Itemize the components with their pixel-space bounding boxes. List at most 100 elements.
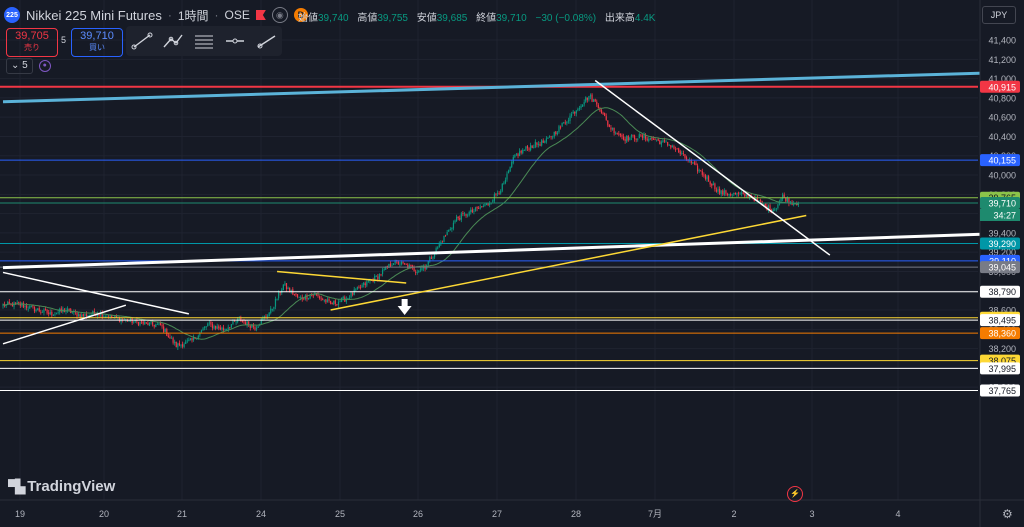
candle [578, 108, 581, 110]
candle [207, 323, 209, 327]
price-label: 37,995 [988, 364, 1016, 374]
candle [98, 313, 100, 316]
eye-icon[interactable]: ◉ [271, 7, 288, 23]
candle [145, 322, 147, 324]
candle [704, 175, 707, 179]
candle [772, 209, 774, 212]
candle [607, 120, 609, 126]
candle [528, 148, 530, 150]
candle [385, 266, 387, 270]
currency-selector[interactable]: JPY [982, 6, 1016, 24]
horizontal-line-tool-icon[interactable] [223, 31, 247, 51]
trend-line-tool-icon[interactable] [130, 31, 154, 51]
open-value: 39,740 [318, 13, 349, 24]
candle [359, 287, 362, 289]
candle [785, 197, 787, 202]
candle [627, 136, 629, 141]
candle [221, 327, 223, 330]
candle [254, 327, 256, 330]
candle [177, 343, 179, 348]
candle [545, 138, 547, 142]
candle [323, 299, 325, 301]
candle [660, 141, 662, 145]
candle [341, 297, 343, 302]
candle [227, 327, 229, 330]
candle [722, 190, 724, 195]
candle [378, 273, 381, 279]
candle [572, 111, 574, 114]
candle [238, 317, 240, 319]
candle [235, 321, 237, 323]
candle [180, 344, 182, 346]
yellow-rising-support-line [330, 214, 807, 311]
candle [290, 289, 292, 293]
candle [708, 176, 710, 182]
candle [577, 108, 579, 111]
candle [35, 309, 37, 312]
candle [169, 336, 171, 338]
candle [701, 171, 703, 175]
price-label: 37,765 [988, 386, 1016, 396]
candle [150, 321, 152, 323]
candle [580, 106, 582, 109]
candle [501, 183, 503, 191]
indicator-row: ⌄ 5 ● [6, 58, 51, 74]
x-tick-label: 20 [99, 509, 109, 519]
price-label-box [980, 80, 1020, 93]
candle [700, 170, 702, 172]
interval-label[interactable]: 1時間 [177, 8, 209, 23]
candle [115, 315, 117, 318]
candle [533, 147, 535, 148]
candle [437, 247, 439, 249]
candle [252, 325, 255, 328]
candle [24, 305, 26, 307]
candle [49, 312, 51, 315]
candle [635, 138, 637, 140]
candle [175, 341, 177, 348]
candle [66, 308, 69, 311]
ray-tool-icon[interactable] [254, 31, 278, 51]
candle [427, 261, 429, 265]
symbol-logo: 225 [4, 7, 20, 23]
indicator-collapse-button[interactable]: ⌄ 5 [6, 58, 33, 74]
x-tick-label: 19 [15, 509, 25, 519]
candle [364, 283, 366, 286]
flag-icon[interactable] [255, 10, 266, 20]
candle [487, 203, 489, 206]
candle [345, 298, 347, 302]
high-value: 39,755 [377, 13, 408, 24]
candle [678, 148, 680, 152]
candle [555, 131, 557, 135]
symbol-header: 225 Nikkei 225 Mini Futures · 1時間 · OSE … [4, 6, 308, 24]
lightning-icon[interactable]: ⚡ [787, 486, 803, 502]
candle [726, 193, 729, 195]
candle [498, 193, 500, 194]
candle [616, 132, 618, 134]
d-badge[interactable]: D [293, 8, 308, 22]
gear-icon[interactable]: ⚙ [1002, 507, 1013, 521]
fib-levels-tool-icon[interactable] [192, 31, 216, 51]
indicator-settings-icon[interactable]: ● [38, 60, 51, 72]
candle [783, 194, 785, 198]
candle [339, 301, 341, 303]
buy-button[interactable]: 39,710 買い [71, 28, 123, 57]
candle [782, 194, 784, 199]
candle [2, 304, 4, 306]
candle [205, 326, 207, 328]
candle [78, 314, 80, 316]
candle [8, 301, 10, 304]
sell-button[interactable]: 39,705 売り [6, 28, 58, 57]
candle [646, 138, 648, 141]
y-tick-label: 38,600 [988, 306, 1016, 316]
open-label: 始値 [298, 13, 318, 24]
symbol-name[interactable]: Nikkei 225 Mini Futures [26, 7, 162, 23]
y-tick-label: 40,800 [988, 93, 1016, 103]
candle [484, 204, 486, 206]
candle [55, 313, 58, 314]
candle [243, 321, 245, 323]
candle [230, 324, 232, 328]
candle [676, 148, 678, 150]
multipoint-line-tool-icon[interactable] [161, 31, 185, 51]
candle [632, 134, 634, 136]
